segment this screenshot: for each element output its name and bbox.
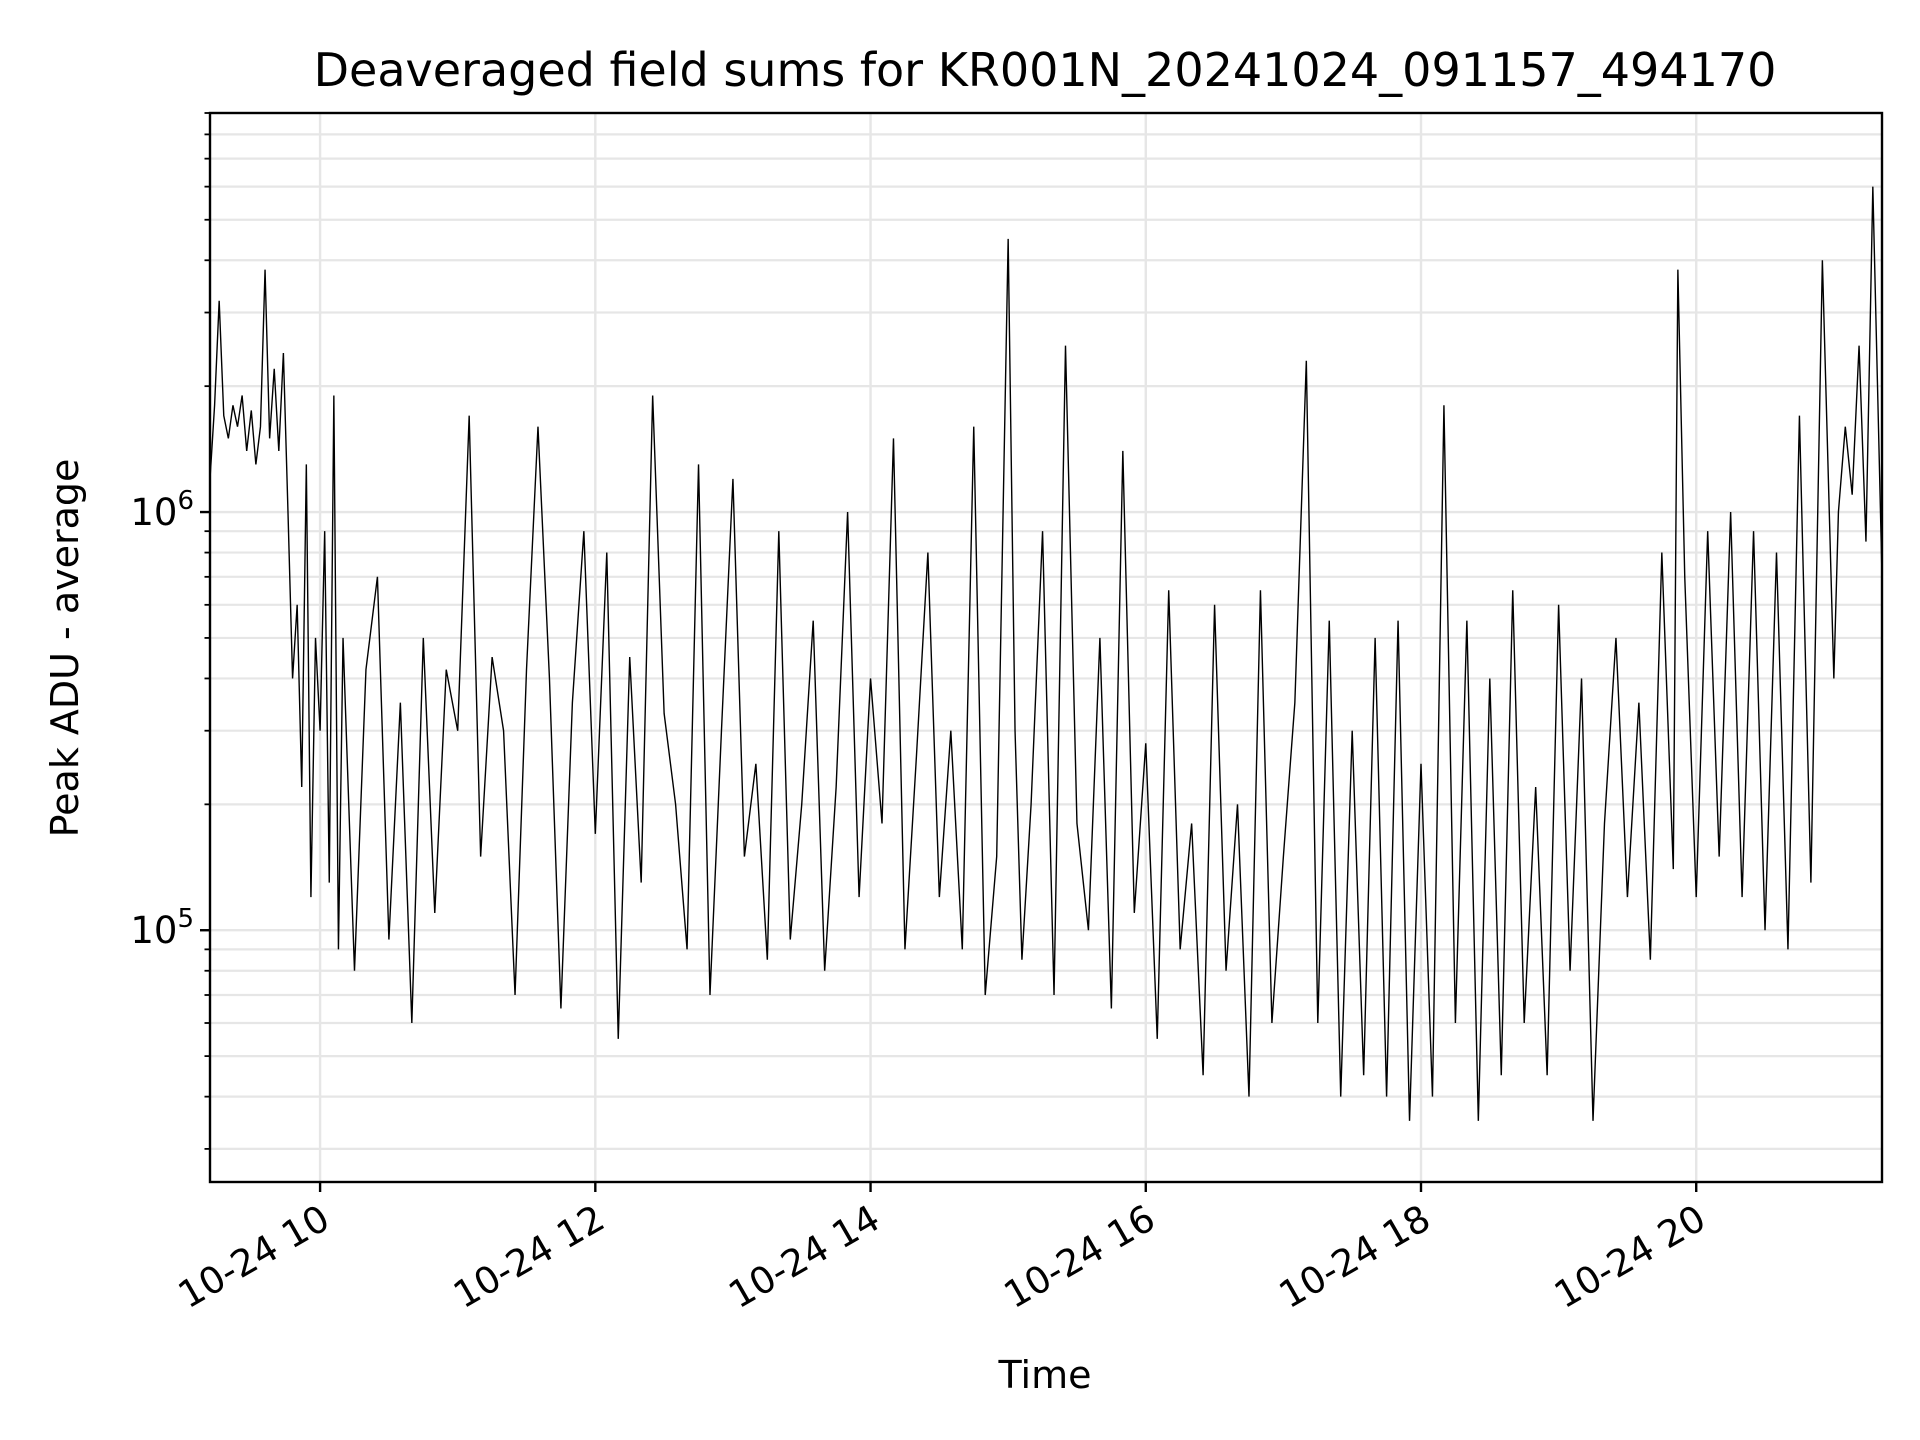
x-axis-label: Time: [998, 1353, 1092, 1397]
plot-frame: [208, 111, 1884, 1184]
y-axis-label: Peak ADU - average: [43, 459, 87, 838]
y-tick-label: 105: [130, 904, 194, 952]
y-axis: 105 106: [130, 112, 210, 1150]
data-series-line: [210, 186, 1882, 1121]
y-tick-label: 106: [130, 486, 194, 534]
plot-area: [210, 186, 1882, 1121]
chart-title: Deaveraged field sums for KR001N_2024102…: [314, 43, 1777, 97]
